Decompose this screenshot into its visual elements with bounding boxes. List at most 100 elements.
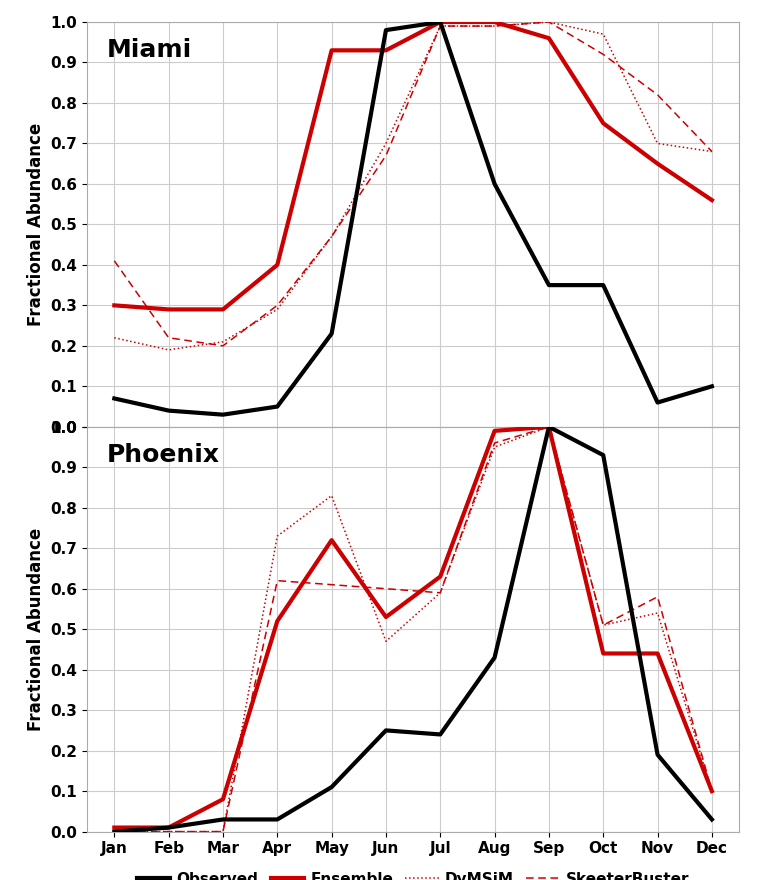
SkeeterBuster (599, 620, 608, 630)
Ensemble (327, 535, 337, 546)
DyMSiM (273, 531, 282, 541)
DyMSiM (490, 21, 499, 32)
Observed (599, 450, 608, 460)
DyMSiM (164, 345, 173, 356)
DyMSiM (327, 231, 337, 242)
SkeeterBuster (381, 583, 390, 594)
SkeeterBuster (436, 588, 445, 598)
Line: DyMSiM: DyMSiM (114, 22, 712, 350)
Observed (653, 397, 662, 407)
Ensemble (490, 426, 499, 436)
Ensemble (218, 794, 227, 804)
Observed (327, 781, 337, 792)
SkeeterBuster (653, 90, 662, 100)
Ensemble (707, 194, 716, 205)
Line: DyMSiM: DyMSiM (114, 427, 712, 832)
SkeeterBuster (599, 49, 608, 60)
Ensemble (218, 304, 227, 315)
Line: Ensemble: Ensemble (114, 22, 712, 310)
Line: Observed: Observed (114, 427, 712, 832)
SkeeterBuster (273, 300, 282, 311)
DyMSiM (436, 21, 445, 32)
Observed (381, 725, 390, 736)
DyMSiM (381, 636, 390, 647)
Ensemble (381, 612, 390, 622)
Observed (218, 409, 227, 420)
SkeeterBuster (381, 150, 390, 161)
Observed (544, 280, 553, 290)
Observed (327, 328, 337, 339)
SkeeterBuster (490, 437, 499, 448)
SkeeterBuster (218, 826, 227, 837)
SkeeterBuster (110, 826, 119, 837)
Observed (218, 814, 227, 825)
Observed (490, 179, 499, 189)
SkeeterBuster (707, 146, 716, 157)
DyMSiM (273, 304, 282, 315)
Observed (164, 406, 173, 416)
SkeeterBuster (544, 422, 553, 432)
DyMSiM (436, 588, 445, 598)
SkeeterBuster (544, 17, 553, 27)
Observed (164, 822, 173, 832)
SkeeterBuster (110, 255, 119, 266)
SkeeterBuster (327, 231, 337, 242)
DyMSiM (164, 826, 173, 837)
Observed (110, 393, 119, 404)
Y-axis label: Fractional Abundance: Fractional Abundance (27, 528, 45, 730)
SkeeterBuster (327, 579, 337, 590)
Line: SkeeterBuster: SkeeterBuster (114, 427, 712, 832)
Legend: Observed, Ensemble, DyMSiM, SkeeterBuster: Observed, Ensemble, DyMSiM, SkeeterBuste… (130, 461, 696, 488)
Ensemble (436, 571, 445, 582)
Ensemble (273, 260, 282, 270)
Ensemble (436, 17, 445, 27)
SkeeterBuster (164, 826, 173, 837)
Ensemble (164, 822, 173, 832)
Line: SkeeterBuster: SkeeterBuster (114, 22, 712, 346)
Observed (707, 381, 716, 392)
SkeeterBuster (273, 576, 282, 586)
Y-axis label: Fractional Abundance: Fractional Abundance (27, 123, 45, 326)
DyMSiM (707, 786, 716, 796)
DyMSiM (490, 442, 499, 452)
SkeeterBuster (490, 21, 499, 32)
Ensemble (381, 45, 390, 55)
Observed (273, 401, 282, 412)
Ensemble (110, 822, 119, 832)
Legend: Observed, Ensemble, DyMSiM, SkeeterBuster: Observed, Ensemble, DyMSiM, SkeeterBuste… (130, 866, 696, 880)
Observed (599, 280, 608, 290)
DyMSiM (381, 138, 390, 149)
DyMSiM (544, 17, 553, 27)
DyMSiM (653, 608, 662, 619)
Observed (381, 25, 390, 35)
Observed (110, 826, 119, 837)
Ensemble (327, 45, 337, 55)
DyMSiM (544, 422, 553, 432)
Observed (544, 422, 553, 432)
DyMSiM (110, 826, 119, 837)
Ensemble (707, 786, 716, 796)
Ensemble (273, 616, 282, 627)
Ensemble (544, 33, 553, 43)
Ensemble (110, 300, 119, 311)
Observed (436, 17, 445, 27)
DyMSiM (218, 826, 227, 837)
DyMSiM (707, 146, 716, 157)
DyMSiM (599, 29, 608, 40)
SkeeterBuster (218, 341, 227, 351)
DyMSiM (653, 138, 662, 149)
DyMSiM (110, 333, 119, 343)
Text: Miami: Miami (107, 38, 192, 62)
SkeeterBuster (436, 21, 445, 32)
Observed (273, 814, 282, 825)
Line: Ensemble: Ensemble (114, 427, 712, 827)
Observed (436, 730, 445, 740)
DyMSiM (218, 336, 227, 347)
Observed (707, 814, 716, 825)
SkeeterBuster (653, 591, 662, 602)
Line: Observed: Observed (114, 22, 712, 414)
Text: Phoenix: Phoenix (107, 443, 220, 467)
DyMSiM (327, 490, 337, 501)
Ensemble (164, 304, 173, 315)
Ensemble (599, 649, 608, 659)
